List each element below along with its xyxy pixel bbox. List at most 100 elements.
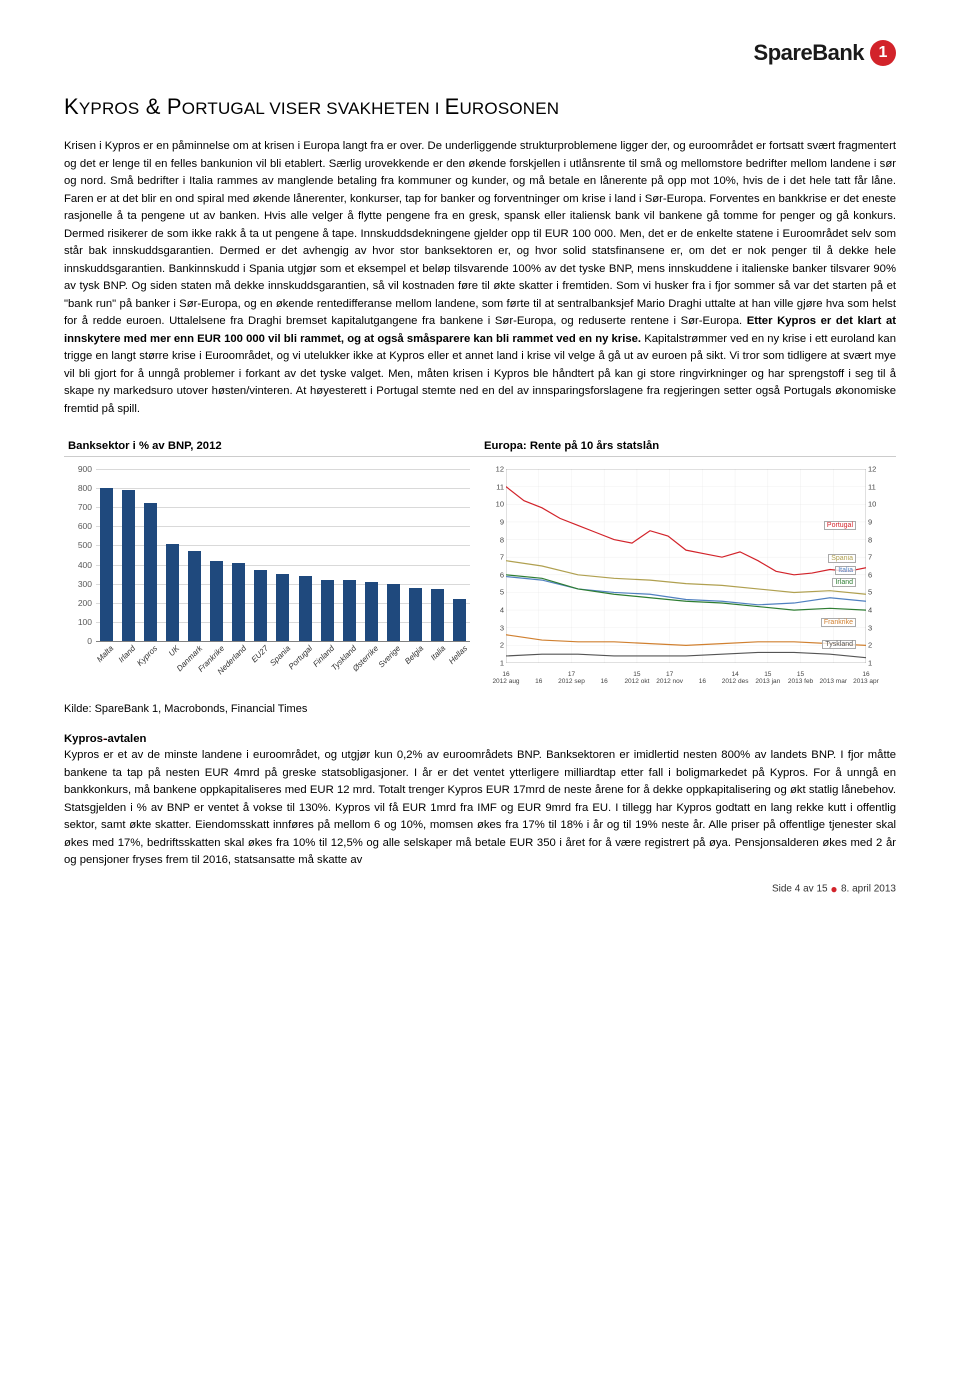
line-ylab-r: 6	[868, 570, 884, 579]
line-xlab: 152013 jan	[755, 671, 780, 685]
line-ylab-l: 5	[488, 588, 504, 597]
line-ylab-r: 2	[868, 641, 884, 650]
bar-ylab: 800	[78, 483, 96, 493]
line-ylab-r: 9	[868, 517, 884, 526]
bar-italia: Italia	[431, 589, 444, 641]
chart-source: Kilde: SpareBank 1, Macrobonds, Financia…	[64, 703, 896, 715]
line-xlab: 172012 nov	[656, 671, 683, 685]
line-ylab-r: 5	[868, 588, 884, 597]
line-series-italia	[506, 577, 866, 605]
chart2: 112233445566778899101011111212162012 aug…	[486, 461, 896, 691]
line-series-spania	[506, 561, 866, 595]
bar-ylab: 300	[78, 579, 96, 589]
line-xlab: 16	[535, 678, 542, 685]
line-ylab-l: 11	[488, 482, 504, 491]
bar-ylab: 200	[78, 598, 96, 608]
line-ylab-l: 3	[488, 623, 504, 632]
line-ylab-r: 11	[868, 482, 884, 491]
line-xlab: 172012 sep	[558, 671, 585, 685]
chart1-title: Banksektor i % av BNP, 2012	[64, 438, 480, 456]
line-ylab-r: 8	[868, 535, 884, 544]
line-ylab-l: 1	[488, 659, 504, 668]
bar-ylab: 900	[78, 464, 96, 474]
bar-xlab: Hellas	[447, 644, 469, 666]
bar-kypros: Kypros	[144, 503, 157, 641]
bar-xlab: Belgia	[403, 644, 425, 666]
bar-eu27: EU27	[254, 570, 267, 641]
line-xlab: 152012 okt	[624, 671, 649, 685]
line-series-frankrike	[506, 635, 866, 646]
body-main: Krisen i Kypros er en påminnelse om at k…	[64, 138, 896, 418]
page-footer: Side 4 av 15 ● 8. april 2013	[64, 882, 896, 896]
line-ylab-r: 7	[868, 553, 884, 562]
bar-nederland: Nederland	[232, 563, 245, 641]
line-ylab-l: 12	[488, 465, 504, 474]
line-series-portugal	[506, 487, 866, 575]
bar-chart-area: 0100200300400500600700800900 MaltaIrland…	[96, 469, 470, 641]
bar-østerrike: Østerrike	[365, 582, 378, 641]
line-ylab-l: 2	[488, 641, 504, 650]
line-ylab-r: 10	[868, 500, 884, 509]
footer-dot-icon: ●	[830, 882, 841, 896]
line-xlab: 16	[601, 678, 608, 685]
bar-belgia: Belgia	[409, 588, 422, 642]
bar-ylab: 700	[78, 502, 96, 512]
chart2-title: Europa: Rente på 10 års statslån	[480, 438, 896, 456]
body-main-pre: Krisen i Kypros er en påminnelse om at k…	[64, 140, 896, 327]
line-ylab-l: 8	[488, 535, 504, 544]
legend-tyskland: Tyskland	[822, 640, 856, 649]
line-ylab-r: 12	[868, 465, 884, 474]
legend-spania: Spania	[828, 554, 856, 563]
line-ylab-l: 6	[488, 570, 504, 579]
line-series-tyskland	[506, 652, 866, 657]
bar-xlab: UK	[167, 644, 181, 658]
footer-page: Side 4 av 15	[772, 883, 828, 894]
bar-ylab: 0	[87, 636, 96, 646]
bar-uk: UK	[166, 544, 179, 641]
bar-tyskland: Tyskland	[343, 580, 356, 641]
body-secondary: Kypros er et av de minste landene i euro…	[64, 747, 896, 870]
bar-ylab: 400	[78, 560, 96, 570]
bar-xlab: Sverige	[377, 644, 403, 670]
line-ylab-l: 7	[488, 553, 504, 562]
bar-chart-bars: Malta Irland Kypros UK Danmark Frankrike Neder…	[96, 469, 470, 641]
legend-irland: Irland	[832, 578, 856, 587]
sparebank-logo: SpareBank 1	[754, 40, 896, 66]
bar-frankrike: Frankrike	[210, 561, 223, 641]
bar-xlab: Malta	[95, 644, 115, 664]
bar-xlab: EU27	[250, 644, 271, 665]
line-xlab: 16	[699, 678, 706, 685]
chart1: 0 100 200 300 400 500 600 700 800 900 Malta Irland…	[64, 461, 474, 691]
line-ylab-l: 10	[488, 500, 504, 509]
logo-text: SpareBank	[754, 40, 864, 66]
logo-row: SpareBank 1	[64, 40, 896, 66]
line-ylab-l: 4	[488, 606, 504, 615]
bar-danmark: Danmark	[188, 551, 201, 641]
bar-ylab: 600	[78, 521, 96, 531]
bar-ylab: 500	[78, 540, 96, 550]
line-xlab: 162012 aug	[492, 671, 519, 685]
bar-malta: Malta	[100, 488, 113, 641]
charts-row: 0 100 200 300 400 500 600 700 800 900 Malta Irland…	[64, 461, 896, 691]
logo-mark-icon: 1	[870, 40, 896, 66]
line-ylab-l: 9	[488, 517, 504, 526]
bar-irland: Irland	[122, 490, 135, 641]
line-xlab: 142012 des	[722, 671, 749, 685]
line-ylab-r: 1	[868, 659, 884, 668]
bar-xlab: Italia	[428, 644, 446, 662]
line-ylab-r: 3	[868, 623, 884, 632]
bar-hellas: Hellas	[453, 599, 466, 641]
footer-date: 8. april 2013	[841, 883, 896, 894]
bar-xlab: Kypros	[136, 644, 160, 668]
line-ylab-r: 4	[868, 606, 884, 615]
bar-ylab: 100	[78, 617, 96, 627]
page-title: KYPROS & PORTUGAL VISER SVAKHETEN I EURO…	[64, 94, 896, 120]
line-xlab: 162013 apr	[853, 671, 879, 685]
legend-portugal: Portugal	[824, 521, 856, 530]
bar-sverige: Sverige	[387, 584, 400, 641]
charts-header-row: Banksektor i % av BNP, 2012 Europa: Rent…	[64, 438, 896, 457]
bar-spania: Spania	[276, 574, 289, 641]
legend-frankrike: Frankrike	[821, 618, 856, 627]
bar-portugal: Portugal	[299, 576, 312, 641]
line-chart-svg	[506, 469, 866, 663]
